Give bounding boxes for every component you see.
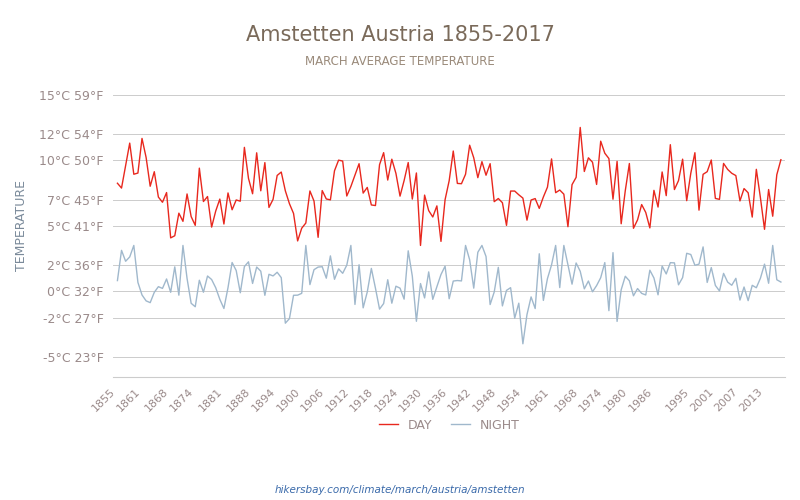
DAY bbox=[113, 180, 122, 186]
NIGHT bbox=[690, 262, 700, 268]
DAY bbox=[641, 210, 650, 216]
Line: DAY: DAY bbox=[118, 128, 781, 246]
NIGHT bbox=[301, 242, 310, 248]
DAY bbox=[297, 225, 306, 231]
Y-axis label: TEMPERATURE: TEMPERATURE bbox=[15, 180, 28, 272]
DAY bbox=[416, 242, 426, 248]
DAY bbox=[575, 124, 585, 130]
Text: MARCH AVERAGE TEMPERATURE: MARCH AVERAGE TEMPERATURE bbox=[305, 55, 495, 68]
NIGHT bbox=[735, 297, 745, 303]
NIGHT bbox=[641, 292, 650, 298]
NIGHT bbox=[129, 242, 138, 248]
DAY bbox=[735, 198, 745, 204]
NIGHT bbox=[113, 278, 122, 283]
Line: NIGHT: NIGHT bbox=[118, 246, 781, 344]
DAY bbox=[604, 156, 614, 162]
NIGHT bbox=[518, 341, 528, 347]
Text: Amstetten Austria 1855-2017: Amstetten Austria 1855-2017 bbox=[246, 25, 554, 45]
DAY bbox=[690, 150, 700, 156]
Legend: DAY, NIGHT: DAY, NIGHT bbox=[374, 414, 525, 436]
NIGHT bbox=[416, 280, 426, 286]
NIGHT bbox=[776, 279, 786, 285]
NIGHT bbox=[604, 308, 614, 314]
DAY bbox=[412, 170, 422, 176]
DAY bbox=[776, 156, 786, 162]
Text: hikersbay.com/climate/march/austria/amstetten: hikersbay.com/climate/march/austria/amst… bbox=[274, 485, 526, 495]
